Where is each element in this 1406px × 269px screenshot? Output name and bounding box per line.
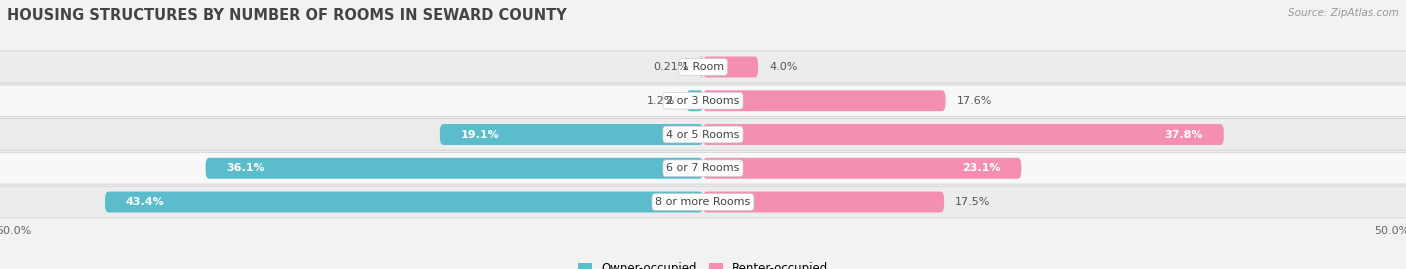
Text: HOUSING STRUCTURES BY NUMBER OF ROOMS IN SEWARD COUNTY: HOUSING STRUCTURES BY NUMBER OF ROOMS IN… — [7, 8, 567, 23]
FancyBboxPatch shape — [0, 186, 1406, 218]
FancyBboxPatch shape — [686, 90, 703, 111]
Text: 2 or 3 Rooms: 2 or 3 Rooms — [666, 96, 740, 106]
Text: 43.4%: 43.4% — [125, 197, 165, 207]
Text: Source: ZipAtlas.com: Source: ZipAtlas.com — [1288, 8, 1399, 18]
FancyBboxPatch shape — [703, 90, 945, 111]
FancyBboxPatch shape — [440, 124, 703, 145]
Legend: Owner-occupied, Renter-occupied: Owner-occupied, Renter-occupied — [572, 258, 834, 269]
Text: 19.1%: 19.1% — [461, 129, 499, 140]
FancyBboxPatch shape — [0, 153, 1406, 184]
FancyBboxPatch shape — [0, 85, 1406, 116]
FancyBboxPatch shape — [700, 56, 703, 77]
Text: 4 or 5 Rooms: 4 or 5 Rooms — [666, 129, 740, 140]
FancyBboxPatch shape — [703, 192, 945, 213]
FancyBboxPatch shape — [703, 158, 1021, 179]
Text: 37.8%: 37.8% — [1164, 129, 1204, 140]
Text: 1 Room: 1 Room — [682, 62, 724, 72]
Text: 17.5%: 17.5% — [955, 197, 991, 207]
FancyBboxPatch shape — [205, 158, 703, 179]
FancyBboxPatch shape — [703, 56, 758, 77]
FancyBboxPatch shape — [105, 192, 703, 213]
Text: 1.2%: 1.2% — [647, 96, 675, 106]
Text: 8 or more Rooms: 8 or more Rooms — [655, 197, 751, 207]
FancyBboxPatch shape — [0, 51, 1406, 83]
FancyBboxPatch shape — [703, 124, 1223, 145]
Text: 17.6%: 17.6% — [956, 96, 991, 106]
FancyBboxPatch shape — [0, 119, 1406, 150]
Text: 4.0%: 4.0% — [769, 62, 797, 72]
Text: 36.1%: 36.1% — [226, 163, 264, 173]
Text: 0.21%: 0.21% — [654, 62, 689, 72]
Text: 23.1%: 23.1% — [962, 163, 1001, 173]
Text: 6 or 7 Rooms: 6 or 7 Rooms — [666, 163, 740, 173]
